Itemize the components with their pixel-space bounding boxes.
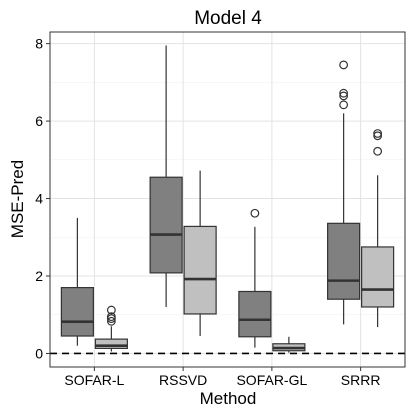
box-sofar-l-1 <box>60 217 94 346</box>
box-body <box>149 176 183 274</box>
box-body <box>183 225 217 315</box>
x-axis-label: Method <box>200 389 257 408</box>
axes: 0 2 4 6 8 SOFAR-L RSSVD SOFAR-GL SRRR <box>35 36 380 388</box>
box-srrr-2 <box>361 129 395 328</box>
box-body <box>238 290 272 338</box>
box-sofar-gl-2 <box>272 336 306 353</box>
panel-background <box>50 32 405 367</box>
outlier-point <box>106 312 116 322</box>
outlier-point <box>339 100 349 110</box>
outlier-point <box>339 60 349 70</box>
box-body <box>94 338 128 350</box>
outlier-point <box>106 305 116 315</box>
chart-title: Model 4 <box>194 8 262 29</box>
box-series <box>60 45 395 353</box>
box-body <box>60 287 94 337</box>
y-axis-label: MSE-Pred <box>8 160 27 238</box>
box-rssvd-1 <box>149 45 183 307</box>
outlier-point <box>373 129 383 138</box>
panel-border <box>49 31 406 368</box>
outlier-point <box>373 131 383 141</box>
x-tick-label: SOFAR-GL <box>236 372 307 388</box>
box-rssvd-2 <box>183 170 217 337</box>
y-tick-label: 8 <box>35 36 43 52</box>
y-tick-label: 4 <box>35 191 43 207</box>
x-tick-label: SOFAR-L <box>64 372 124 388</box>
box-sofar-gl-1 <box>238 208 272 348</box>
outlier-point <box>250 208 260 218</box>
outlier-point <box>339 88 349 98</box>
x-tick-label: SRRR <box>341 372 381 388</box>
outlier-point <box>373 146 383 156</box>
box-body <box>327 222 361 300</box>
grid-lines <box>50 32 405 367</box>
box-srrr-1 <box>327 60 361 325</box>
x-tick-label: RSSVD <box>159 372 207 388</box>
y-tick-label: 6 <box>35 113 43 129</box>
box-sofar-l-2 <box>94 305 128 352</box>
box-body <box>361 246 395 308</box>
outlier-point <box>106 316 116 326</box>
y-tick-label: 2 <box>35 268 43 284</box>
y-tick-label: 0 <box>35 345 43 361</box>
outlier-point <box>339 91 349 101</box>
